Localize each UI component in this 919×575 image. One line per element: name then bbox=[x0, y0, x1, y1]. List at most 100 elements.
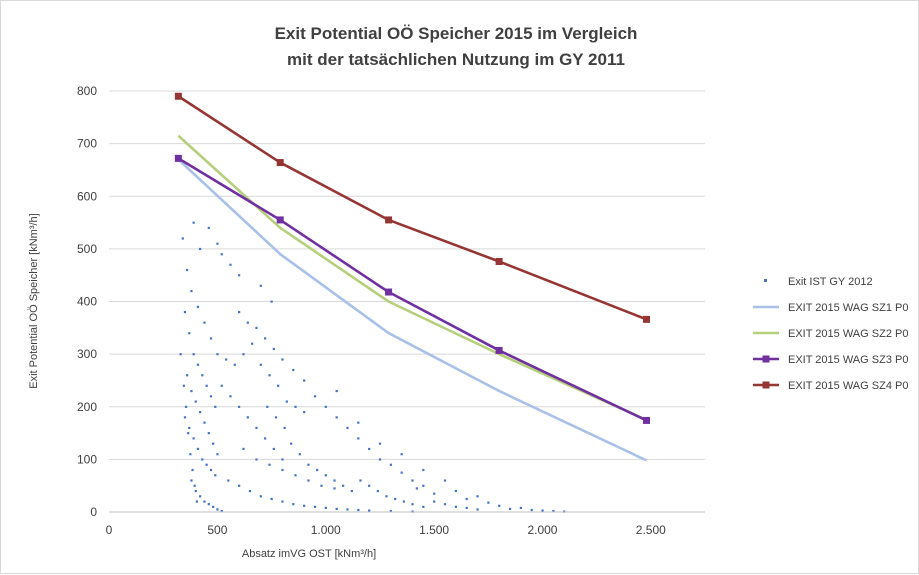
scatter-point bbox=[246, 321, 249, 324]
scatter-point bbox=[292, 503, 295, 506]
scatter-point bbox=[422, 484, 425, 487]
scatter-point bbox=[186, 374, 189, 377]
scatter-point bbox=[541, 509, 544, 512]
scatter-point bbox=[205, 384, 208, 387]
series-marker-sz4 bbox=[385, 216, 393, 224]
scatter-point bbox=[220, 509, 223, 513]
scatter-point bbox=[313, 395, 317, 398]
scatter-point bbox=[181, 237, 184, 240]
scatter-point bbox=[209, 395, 213, 398]
scatter-point bbox=[394, 497, 397, 501]
scatter-point bbox=[248, 489, 252, 493]
scatter-point bbox=[193, 484, 196, 487]
scatter-point bbox=[242, 353, 245, 356]
series-line-sz4 bbox=[177, 95, 647, 321]
scatter-point bbox=[292, 368, 295, 372]
scatter-point bbox=[303, 379, 306, 382]
scatter-point bbox=[264, 437, 267, 440]
legend-marker-sz3 bbox=[762, 355, 770, 363]
y-tick-label: 100 bbox=[77, 452, 97, 466]
series-marker-sz4 bbox=[642, 315, 650, 323]
scatter-point bbox=[277, 384, 280, 387]
scatter-point bbox=[422, 505, 425, 508]
x-tick-label: 2.500 bbox=[636, 523, 666, 537]
y-tick-label: 0 bbox=[90, 505, 97, 519]
scatter-point bbox=[195, 500, 198, 503]
scatter-point bbox=[203, 421, 206, 424]
scatter-point bbox=[255, 458, 258, 461]
scatter-point bbox=[313, 505, 317, 508]
scatter-point bbox=[368, 509, 371, 512]
scatter-point bbox=[378, 458, 382, 461]
scatter-point bbox=[508, 507, 512, 511]
scatter-point bbox=[187, 432, 190, 435]
chart-title-line-2: mit der tatsächlichen Nutzung im GY 2011 bbox=[287, 50, 625, 69]
scatter-point bbox=[285, 400, 288, 403]
scatter-point bbox=[212, 505, 215, 508]
scatter-point bbox=[192, 221, 195, 224]
y-axis-title: Exit Potential OÖ Speicher [kNm³/h] bbox=[28, 213, 40, 388]
scatter-point bbox=[229, 263, 232, 266]
scatter-point bbox=[281, 358, 284, 361]
scatter-point bbox=[357, 508, 360, 512]
scatter-point bbox=[209, 337, 213, 340]
scatter-point bbox=[303, 504, 306, 507]
scatter-point bbox=[199, 495, 202, 498]
scatter-point bbox=[238, 274, 241, 277]
scatter-point bbox=[196, 305, 200, 308]
scatter-point bbox=[216, 353, 219, 356]
scatter-point bbox=[307, 463, 310, 466]
x-tick-label: 500 bbox=[207, 523, 227, 537]
legend-label-scatter: Exit IST GY 2012 bbox=[788, 276, 873, 288]
scatter-point bbox=[476, 508, 479, 511]
scatter-point bbox=[281, 468, 284, 472]
scatter-point bbox=[476, 495, 479, 498]
scatter-point bbox=[422, 468, 425, 472]
scatter-point bbox=[255, 426, 258, 429]
scatter-point bbox=[216, 242, 219, 245]
scatter-point bbox=[194, 489, 197, 493]
series-marker-sz4 bbox=[495, 258, 503, 266]
scatter-point bbox=[443, 479, 447, 482]
line-series bbox=[174, 92, 650, 462]
scatter-point bbox=[552, 509, 555, 513]
scatter-point bbox=[189, 453, 192, 456]
series-marker-sz4 bbox=[276, 159, 284, 167]
scatter-point bbox=[342, 484, 345, 487]
scatter-point bbox=[324, 474, 327, 477]
scatter-point bbox=[283, 426, 286, 429]
scatter-point bbox=[216, 508, 219, 511]
scatter-point bbox=[454, 505, 457, 508]
y-tick-label: 200 bbox=[77, 400, 97, 414]
scatter-point bbox=[246, 416, 249, 419]
scatter-point bbox=[316, 468, 319, 472]
scatter-point bbox=[385, 495, 388, 498]
y-tick-label: 600 bbox=[77, 189, 97, 203]
scatter-point bbox=[192, 437, 195, 440]
scatter-point bbox=[214, 474, 217, 477]
scatter-point bbox=[227, 479, 230, 482]
scatter-point bbox=[255, 326, 258, 330]
scatter-point bbox=[433, 492, 436, 495]
scatter-point bbox=[335, 389, 338, 393]
scatter-point bbox=[346, 426, 349, 429]
scatter-point bbox=[205, 463, 208, 466]
scatter-point bbox=[259, 284, 262, 287]
series-line-sz2 bbox=[177, 134, 648, 422]
scatter-point bbox=[199, 247, 202, 251]
x-tick-label: 2.000 bbox=[527, 523, 557, 537]
scatter-point bbox=[201, 458, 204, 461]
scatter-point bbox=[225, 358, 228, 361]
y-tick-label: 800 bbox=[77, 84, 97, 98]
scatter-point bbox=[270, 497, 273, 501]
y-tick-label: 400 bbox=[77, 295, 97, 309]
scatter-point bbox=[335, 507, 338, 511]
scatter-point bbox=[184, 405, 188, 408]
scatter-point bbox=[294, 405, 297, 408]
scatter-point bbox=[378, 442, 382, 445]
series-marker-sz3 bbox=[174, 154, 182, 162]
scatter-point bbox=[188, 332, 191, 335]
scatter-point bbox=[203, 321, 206, 324]
scatter-point bbox=[268, 463, 271, 466]
